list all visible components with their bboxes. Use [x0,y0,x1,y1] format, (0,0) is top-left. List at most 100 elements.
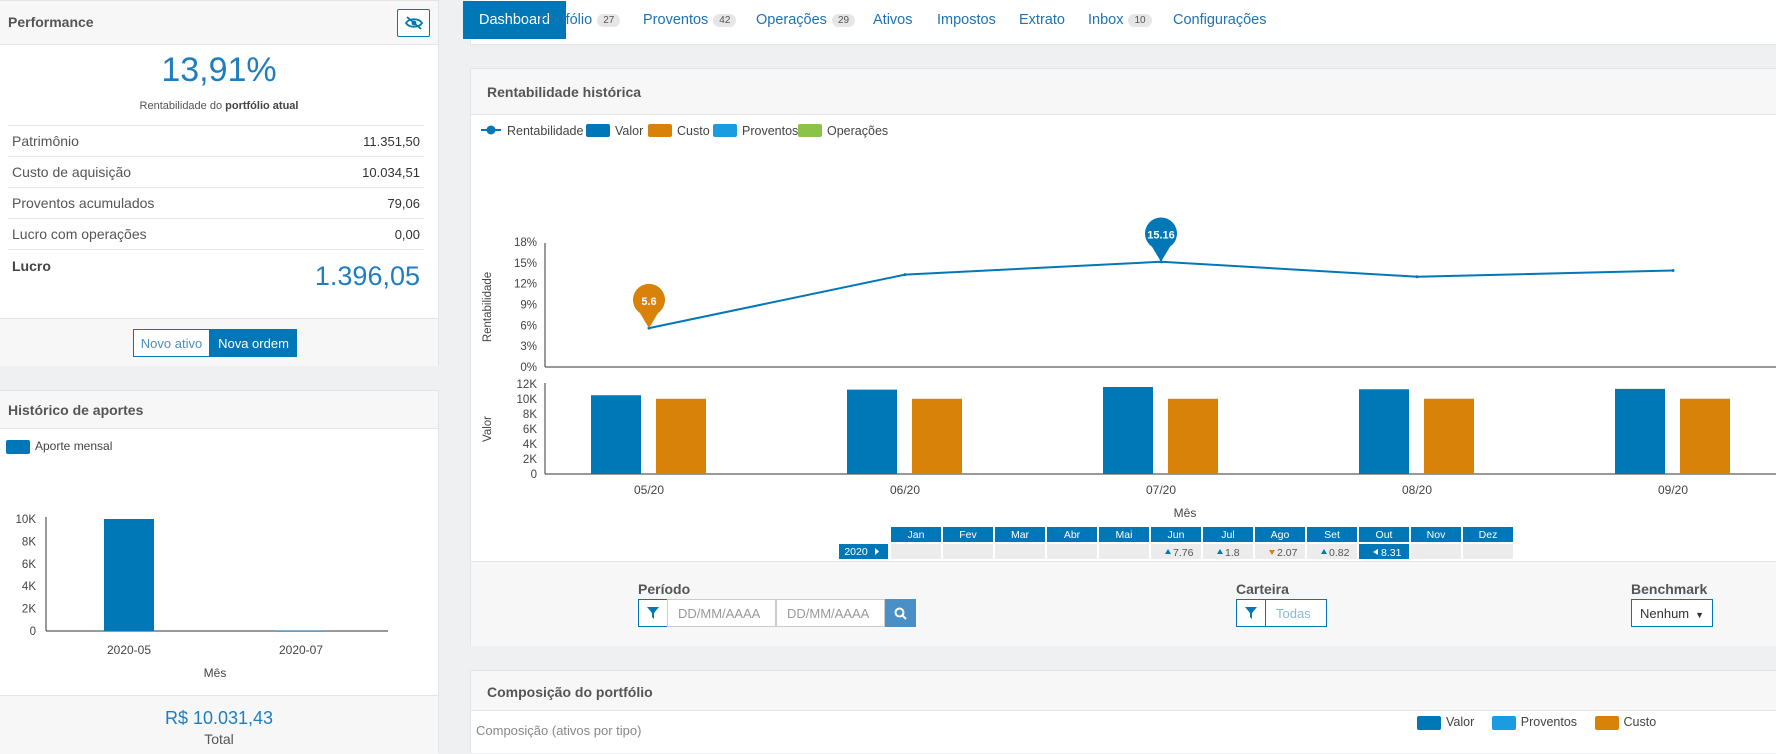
legend-label: Operações [827,124,888,138]
row-value: 79,06 [387,195,420,211]
annotation-pin-min [633,283,665,329]
month-cell[interactable] [891,544,941,559]
y-tick-label: 12% [514,279,537,291]
carteira-filter-button[interactable] [1236,599,1266,627]
month-header[interactable] [1203,527,1253,542]
performance-row: Lucro com operações 0,00 [8,218,424,249]
month-header[interactable] [891,527,941,542]
month-value: 7.76 [1165,547,1194,559]
bar-custo[interactable] [1168,398,1218,474]
legend-item-proventos[interactable]: Proventos [713,124,798,138]
tab-proventos[interactable]: Proventos 42 [643,0,737,40]
legend-label: Proventos [1520,715,1578,729]
y-tick-label: 0 [30,626,36,638]
tab-dashboard[interactable]: Dashboard [463,1,566,39]
month-cell[interactable] [943,544,993,559]
carteira-select[interactable]: Todas [1265,599,1327,627]
aporte-bar[interactable] [104,519,154,631]
month-header[interactable] [1307,527,1357,542]
tab-extrato[interactable]: Extrato [1019,0,1065,40]
month-cell[interactable] [995,544,1045,559]
tab-label: Extrato [1019,12,1065,28]
tab-operacoes[interactable]: Operações 29 [756,0,856,40]
bar-valor[interactable] [1615,388,1665,474]
month-header-label: Out [1376,529,1393,541]
tab-ativos[interactable]: Ativos [873,0,913,40]
year-button[interactable] [839,544,888,559]
month-header-label: Jun [1168,529,1185,541]
month-cell[interactable] [1047,544,1097,559]
periodo-filter-button[interactable] [638,599,668,627]
aportes-legend[interactable]: Aporte mensal [6,439,112,454]
month-header[interactable] [1151,527,1201,542]
rentabilidade-point[interactable] [1671,268,1675,272]
tab-inbox[interactable]: Inbox 10 [1088,0,1152,40]
search-icon [894,607,907,620]
rentabilidade-line [648,260,1674,330]
month-header[interactable] [1463,527,1513,542]
y-tick-label: 6K [523,424,537,436]
month-header-label: Mai [1116,529,1133,541]
bar-valor[interactable] [1359,389,1409,474]
tab-configuracoes[interactable]: Configurações [1173,0,1267,40]
rentabilidade-point[interactable] [1415,275,1419,279]
x-tick-label: 05/20 [634,483,664,497]
bar-valor[interactable] [591,395,641,474]
month-cell[interactable] [1359,544,1409,559]
month-header[interactable] [1099,527,1149,542]
month-header[interactable] [943,527,993,542]
bar-custo[interactable] [912,398,962,474]
month-cell[interactable] [1099,544,1149,559]
row-label: Lucro com operações [12,226,147,242]
x-tick-label: 2020-05 [107,643,151,657]
bar-custo[interactable] [656,398,706,474]
date-end-input[interactable]: DD/MM/AAAA [776,599,885,627]
bar-valor[interactable] [847,389,897,474]
legend-item-valor[interactable]: Valor [1417,715,1474,730]
month-header[interactable] [995,527,1045,542]
legend-label: Valor [615,124,643,138]
month-header[interactable] [1255,527,1305,542]
month-cell[interactable] [1203,544,1253,559]
annotation-label: 15.16 [1147,230,1175,242]
legend-swatch [1594,715,1619,730]
legend-item-rentabilidade[interactable]: Rentabilidade [481,124,583,138]
legend-item-valor[interactable]: Valor [586,124,643,138]
legend-item-operacoes[interactable]: Operações [798,124,888,138]
legend-item-custo[interactable]: Custo [1594,715,1656,730]
bar-custo[interactable] [1680,398,1730,474]
annotation-label: 5.6 [641,296,656,308]
y-tick-label: 2K [523,454,537,466]
month-cell[interactable] [1411,544,1461,559]
y-tick-label: 10K [517,394,538,406]
month-cell[interactable] [1151,544,1201,559]
bar-custo[interactable] [1424,398,1474,474]
month-header[interactable] [1359,527,1409,542]
chevron-down-icon: ▼ [1695,610,1705,620]
legend-item-proventos[interactable]: Proventos [1491,715,1578,730]
tab-impostos[interactable]: Impostos [937,0,996,40]
novo-ativo-button[interactable]: Novo ativo [133,329,210,357]
rentabilidade-point[interactable] [903,273,907,277]
bar-valor[interactable] [1103,387,1153,474]
periodo-search-button[interactable] [885,599,916,627]
legend-item-custo[interactable]: Custo [648,124,710,138]
benchmark-select[interactable]: Nenhum ▼ [1631,599,1713,627]
month-cell[interactable] [1463,544,1513,559]
month-cell[interactable] [1255,544,1305,559]
tab-portfolio[interactable]: Portfólio 27 [539,0,621,40]
month-header[interactable] [1411,527,1461,542]
tab-badge: 27 [597,13,621,27]
month-header-label: Jul [1221,529,1234,541]
date-start-input[interactable]: DD/MM/AAAA [667,599,776,627]
month-value-label: 2.07 [1277,547,1298,559]
month-header[interactable] [1047,527,1097,542]
month-cell[interactable] [1307,544,1357,559]
aporte-bar[interactable] [276,630,326,632]
month-value: 1.8 [1217,547,1240,559]
hide-values-button[interactable] [397,9,430,37]
legend-swatch [586,124,610,137]
nova-ordem-button[interactable]: Nova ordem [210,329,297,357]
month-header-label: Ago [1271,529,1290,541]
legend-swatch [1491,715,1516,730]
